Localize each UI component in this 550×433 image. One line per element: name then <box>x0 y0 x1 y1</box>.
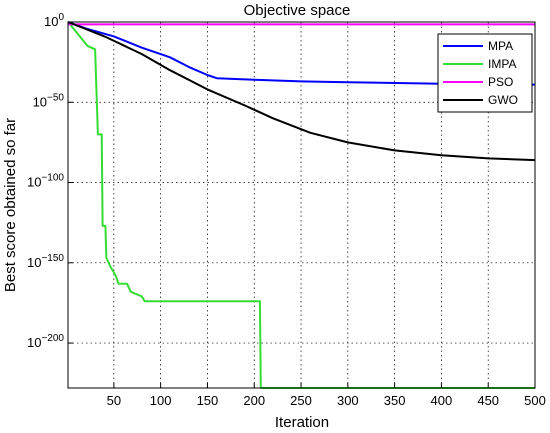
x-tick-label: 500 <box>524 393 546 408</box>
y-tick-label: 100 <box>44 12 64 29</box>
series-lines <box>67 21 536 389</box>
x-tick-label: 200 <box>243 393 265 408</box>
y-tick-label: 10−100 <box>27 173 64 190</box>
x-tick-label: 50 <box>107 393 121 408</box>
legend-label-gwo: GWO <box>488 93 518 107</box>
x-tick-label: 450 <box>477 393 499 408</box>
legend-label-mpa: MPA <box>488 39 513 53</box>
y-axis-label: Best score obtained so far <box>2 118 19 292</box>
axis-ticks: 50 100 150 200 250 300 350 400 450 500 100 10−50 10−… <box>27 12 546 408</box>
chart-title: Objective space <box>244 2 351 19</box>
series-line-mpa <box>67 21 536 86</box>
x-axis-label: Iteration <box>275 414 329 431</box>
legend-label-pso: PSO <box>488 75 513 89</box>
x-tick-label: 350 <box>384 393 406 408</box>
y-tick-label: 10−150 <box>27 253 64 270</box>
x-tick-label: 300 <box>337 393 359 408</box>
legend-label-impa: IMPA <box>488 57 516 71</box>
y-tick-label: 10−50 <box>33 92 65 109</box>
legend: MPA IMPA PSO GWO <box>437 33 533 113</box>
series-line-impa <box>67 21 535 389</box>
x-tick-label: 400 <box>431 393 453 408</box>
x-tick-label: 100 <box>150 393 172 408</box>
x-tick-label: 150 <box>197 393 219 408</box>
series-line-gwo <box>67 21 536 162</box>
y-tick-label: 10−200 <box>27 333 64 350</box>
x-tick-label: 250 <box>290 393 312 408</box>
